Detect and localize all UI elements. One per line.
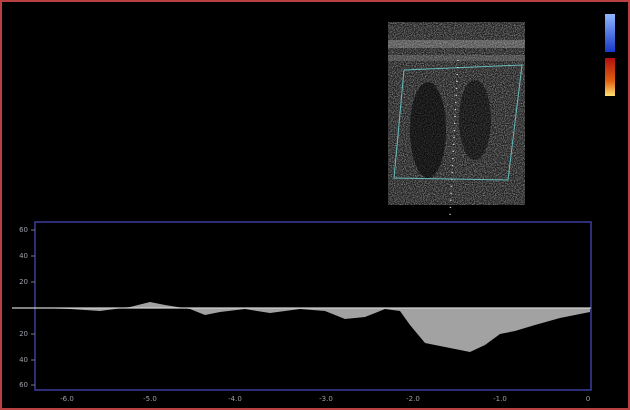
y-label: 60 xyxy=(19,381,28,389)
y-label: 40 xyxy=(19,356,28,364)
spectral-panel xyxy=(35,222,591,390)
x-label: 0 xyxy=(586,395,590,403)
x-label: -4.0 xyxy=(228,395,242,403)
y-label: 60 xyxy=(19,226,28,234)
y-label: 20 xyxy=(19,330,28,338)
x-label: -5.0 xyxy=(143,395,157,403)
color-bar-top xyxy=(605,14,615,52)
y-label: 40 xyxy=(19,252,28,260)
x-label: -1.0 xyxy=(493,395,507,403)
x-label: -3.0 xyxy=(319,395,333,403)
color-bar-bottom xyxy=(605,58,615,96)
y-label: 20 xyxy=(19,278,28,286)
page: 60 40 20 20 40 60 -6.0 -5.0 -4.0 -3.0 -2… xyxy=(0,0,630,410)
x-label: -2.0 xyxy=(406,395,420,403)
x-label: -6.0 xyxy=(60,395,74,403)
b-mode-image xyxy=(388,22,525,215)
ultrasound-screen: 60 40 20 20 40 60 -6.0 -5.0 -4.0 -3.0 -2… xyxy=(0,0,630,410)
